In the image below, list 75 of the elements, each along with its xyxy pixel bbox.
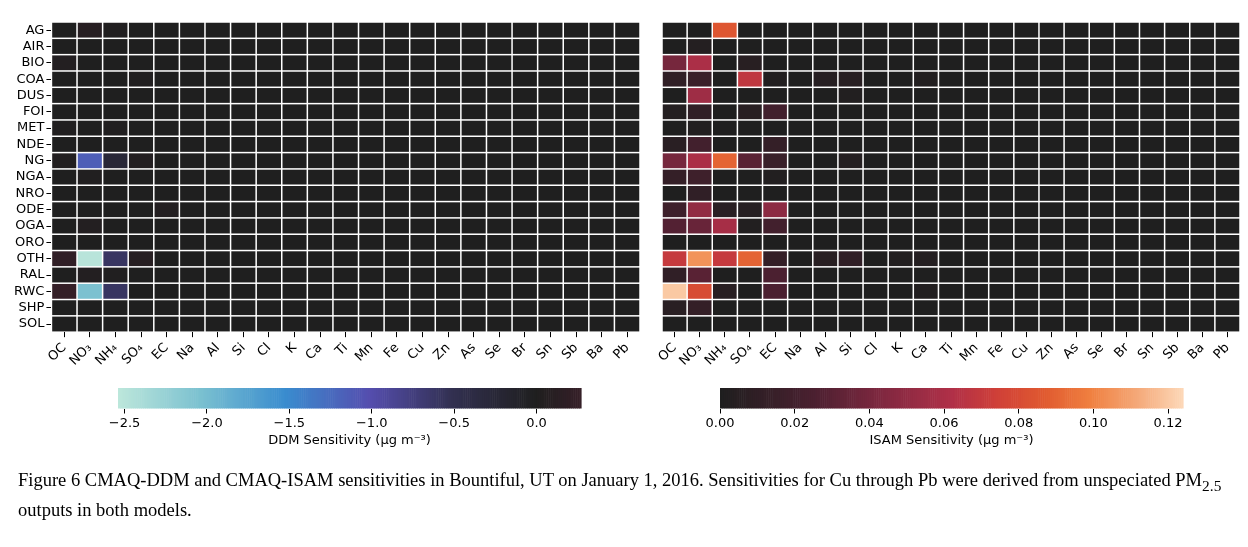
x-tick-label: Na (781, 339, 805, 363)
x-tick-label: K (282, 339, 300, 357)
y-tick-label: RWC (14, 282, 45, 298)
x-tick-label: EC (756, 339, 780, 363)
y-tick-label: AG (25, 21, 45, 37)
color-bar-label: −1.0 (355, 414, 388, 430)
y-tick-label: NG (24, 152, 45, 168)
y-tick-label: SHP (18, 299, 45, 315)
x-tick-label: Ba (1184, 339, 1207, 363)
x-tick-label: Zn (429, 339, 453, 363)
x-tick-label: Zn (1033, 339, 1057, 363)
y-tick-label: DUS (16, 86, 45, 102)
color-bar-title: ISAM Sensitivity (μg m⁻³) (868, 432, 1035, 447)
y-tick-label: ORO (14, 233, 45, 249)
color-bar-label: 0.06 (929, 414, 959, 430)
x-tick-label: Sb (1159, 339, 1182, 362)
x-tick-label: Cu (404, 339, 427, 363)
y-tick-label: BIO (21, 54, 45, 70)
color-bar-label: 0.0 (526, 414, 547, 430)
color-bar-label: 0.02 (780, 414, 810, 430)
x-tick-label: Br (508, 339, 530, 361)
x-tick-label: Mn (956, 339, 981, 364)
x-tick-label: As (456, 339, 479, 362)
color-bar-label: 0.04 (854, 414, 884, 430)
x-tick-label: Al (810, 339, 830, 360)
x-tick-label: Sn (1134, 339, 1157, 362)
x-tick-label: Mn (351, 339, 376, 364)
x-tick-label: Ba (583, 339, 607, 363)
y-tick-label: COA (16, 70, 45, 86)
y-tick-label: FOI (22, 103, 45, 119)
x-tick-label: Ca (301, 339, 325, 363)
color-bar-label: −2.0 (191, 414, 223, 430)
x-tick-label: EC (148, 339, 172, 363)
x-tick-label: Cl (253, 339, 274, 360)
color-bar-label: −2.5 (108, 414, 141, 430)
x-tick-label: Sb (558, 339, 581, 362)
y-tick-label: NRO (15, 184, 45, 200)
y-tick-label: OGA (15, 217, 45, 233)
x-tick-label: Se (1084, 339, 1107, 362)
y-tick-label: ODE (15, 201, 45, 217)
y-tick-label: NDE (16, 135, 45, 151)
x-tick-label: Si (228, 339, 248, 359)
x-tick-label: Pb (1209, 339, 1232, 362)
x-tick-label: Fe (984, 339, 1006, 361)
x-tick-label: SO₄ (118, 339, 146, 367)
color-bar-title: DDM Sensitivity (μg m⁻³) (267, 432, 432, 447)
x-tick-label: Fe (380, 339, 402, 361)
y-tick-label: AIR (22, 37, 45, 53)
color-bar-label: −0.5 (438, 414, 470, 430)
x-tick-label: Cl (860, 339, 881, 360)
x-tick-label: Cu (1008, 339, 1031, 363)
x-tick-label: As (1059, 339, 1082, 362)
x-tick-label: Al (202, 339, 223, 360)
x-tick-label: Sn (532, 339, 555, 362)
y-tick-label: RAL (19, 266, 46, 282)
color-bar-label: −1.5 (273, 414, 306, 430)
x-tick-label: Ca (907, 339, 931, 363)
x-tick-label: Ti (331, 339, 351, 359)
y-tick-label: SOL (18, 315, 46, 331)
color-bar-label: 0.10 (1078, 414, 1108, 430)
x-tick-label: SO₄ (727, 339, 755, 367)
y-tick-label: NGA (15, 168, 45, 184)
x-tick-label: Pb (609, 339, 632, 362)
y-tick-label: OTH (16, 250, 45, 266)
color-bar-label: 0.12 (1153, 414, 1183, 430)
x-tick-label: Se (481, 339, 504, 362)
color-bar-label: 0.00 (705, 414, 735, 430)
x-tick-label: Na (173, 339, 197, 363)
text: Figure 6 CMAQ-DDM and CMAQ-ISAM sensitivities in Bountiful, UT on January 1, 2016. Sensitivities for Cu through Pb were derived from unspeciated PM$_{2.5}$ outputs in both models. (18, 470, 1222, 520)
x-tick-label: K (888, 339, 906, 357)
x-tick-label: Si (835, 339, 855, 359)
x-tick-label: Br (1110, 339, 1132, 361)
color-bar-label: 0.08 (1004, 414, 1034, 430)
y-tick-label: MET (17, 119, 45, 135)
x-tick-label: Ti (936, 339, 956, 359)
